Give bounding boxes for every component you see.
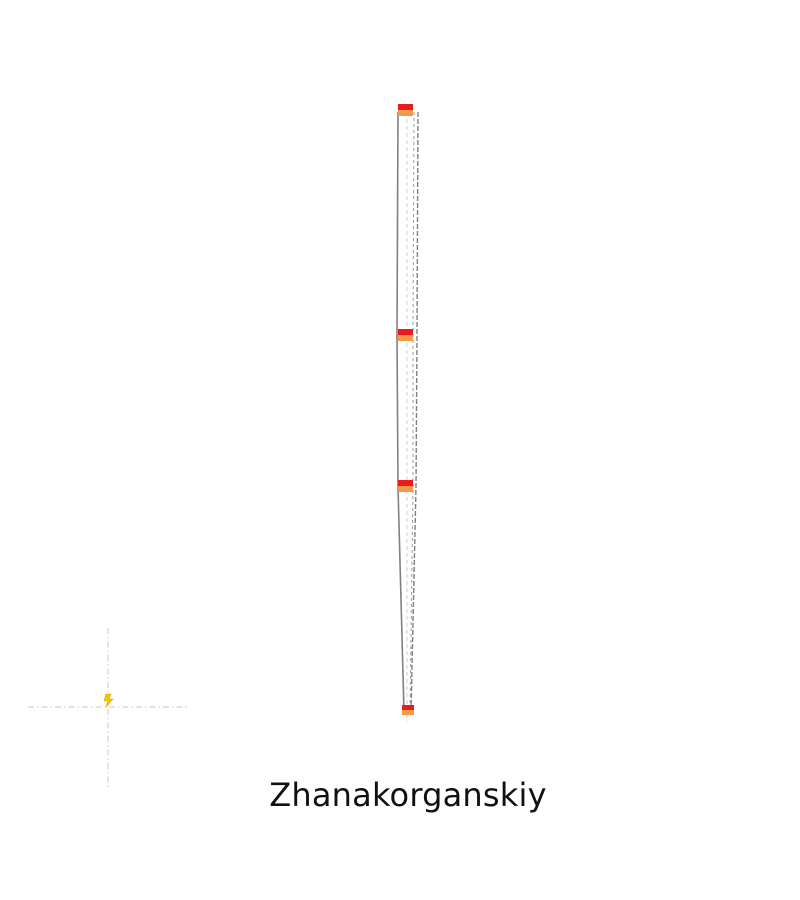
station-marker-1	[398, 104, 413, 116]
lightning-icon	[103, 693, 114, 708]
track-dashed-line-inner	[409, 111, 415, 713]
diagram-title: Zhanakorganskiy	[269, 776, 547, 814]
station-marker-4	[402, 705, 414, 715]
station-marker-3	[398, 480, 413, 492]
track-dashed-line-right	[410, 111, 419, 713]
track-solid-line	[396, 111, 405, 713]
station-marker-2	[398, 329, 413, 341]
origin-crosshair	[28, 628, 188, 788]
